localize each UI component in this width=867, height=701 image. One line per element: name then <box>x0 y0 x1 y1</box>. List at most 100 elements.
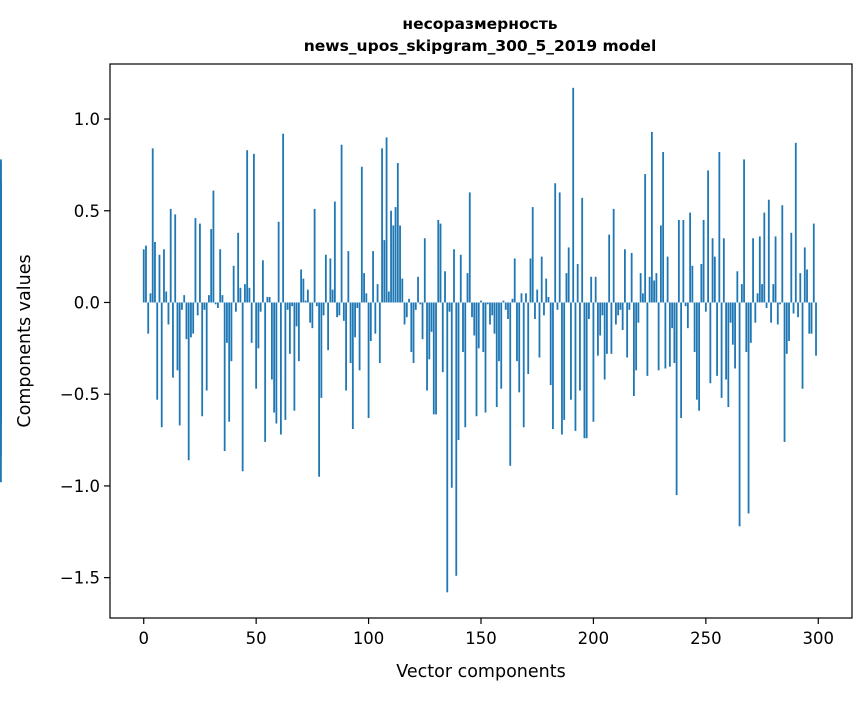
bar <box>682 219 685 303</box>
bar <box>172 302 174 378</box>
bar <box>284 302 287 420</box>
bar <box>592 302 595 422</box>
y-tick-label: 0.5 <box>74 202 100 221</box>
bar <box>570 302 572 400</box>
bar <box>360 166 363 303</box>
bar <box>803 247 806 303</box>
bar <box>169 208 172 303</box>
bar <box>205 302 208 391</box>
bar <box>354 302 356 338</box>
bar <box>151 148 154 303</box>
bar <box>727 302 730 408</box>
bar <box>457 302 460 441</box>
bar <box>718 152 721 303</box>
bar <box>185 302 188 340</box>
bar <box>574 302 577 431</box>
bar <box>259 302 262 312</box>
bar <box>255 302 258 389</box>
bar <box>302 278 305 303</box>
bar <box>421 302 424 340</box>
bar <box>385 137 388 303</box>
bar <box>342 302 345 321</box>
bar <box>500 302 503 389</box>
bar <box>579 302 581 391</box>
bar <box>464 302 467 428</box>
bar <box>210 229 213 303</box>
bar <box>662 152 665 303</box>
bar <box>563 302 566 420</box>
bar <box>633 302 635 397</box>
bar <box>437 219 440 303</box>
x-tick-label: 50 <box>246 629 267 648</box>
bar <box>525 293 527 303</box>
bar <box>369 302 372 341</box>
bar <box>776 302 779 325</box>
bar <box>671 302 674 329</box>
bar <box>392 225 395 303</box>
bar <box>412 302 415 364</box>
bar <box>547 296 550 303</box>
bar <box>552 302 554 430</box>
bar <box>774 236 777 303</box>
bar <box>675 302 678 496</box>
bar <box>504 302 507 310</box>
bar <box>327 302 329 351</box>
bar <box>792 302 795 314</box>
bar <box>722 238 725 303</box>
bar <box>468 192 471 303</box>
bar <box>704 302 707 312</box>
bar <box>356 302 359 308</box>
bar <box>583 302 586 439</box>
bar <box>549 302 552 386</box>
bar <box>536 289 539 303</box>
y-tick-label: −1.5 <box>60 569 100 588</box>
bar <box>624 249 626 303</box>
bar <box>558 192 561 303</box>
bar <box>246 150 249 303</box>
bar <box>612 208 615 303</box>
bar <box>297 302 300 362</box>
bar <box>304 300 307 303</box>
bar <box>408 298 410 303</box>
y-tick-label: −1.0 <box>60 477 100 496</box>
bar <box>430 302 433 332</box>
bar <box>666 256 669 303</box>
bar <box>747 302 750 514</box>
bar <box>363 273 365 303</box>
bar <box>657 302 660 371</box>
bar <box>588 302 590 319</box>
y-axis-label: Components values <box>15 254 35 427</box>
bar <box>306 289 309 303</box>
bar <box>414 302 417 310</box>
bar <box>756 293 759 303</box>
bar <box>765 302 768 308</box>
bar <box>349 302 352 364</box>
bar <box>754 302 757 323</box>
x-tick-label: 250 <box>690 629 722 648</box>
bar <box>806 269 808 303</box>
bar <box>187 302 190 461</box>
bar <box>293 302 296 411</box>
bar <box>617 302 620 316</box>
bar <box>160 302 163 428</box>
bar <box>702 219 705 303</box>
x-tick-label: 200 <box>578 629 610 648</box>
bar <box>158 254 161 303</box>
bar <box>340 144 343 303</box>
bar <box>484 302 487 413</box>
bar <box>606 302 608 354</box>
bar <box>684 302 687 307</box>
x-tick-label: 300 <box>803 629 835 648</box>
bar <box>435 302 437 415</box>
bar <box>194 218 197 303</box>
bar <box>0 302 2 341</box>
bar <box>372 251 374 303</box>
bar <box>556 302 559 310</box>
bar <box>315 302 318 307</box>
bar <box>603 302 606 380</box>
bar <box>668 302 671 367</box>
bar <box>471 302 473 318</box>
bar <box>567 247 570 303</box>
bar <box>192 302 195 334</box>
bar <box>581 197 584 303</box>
